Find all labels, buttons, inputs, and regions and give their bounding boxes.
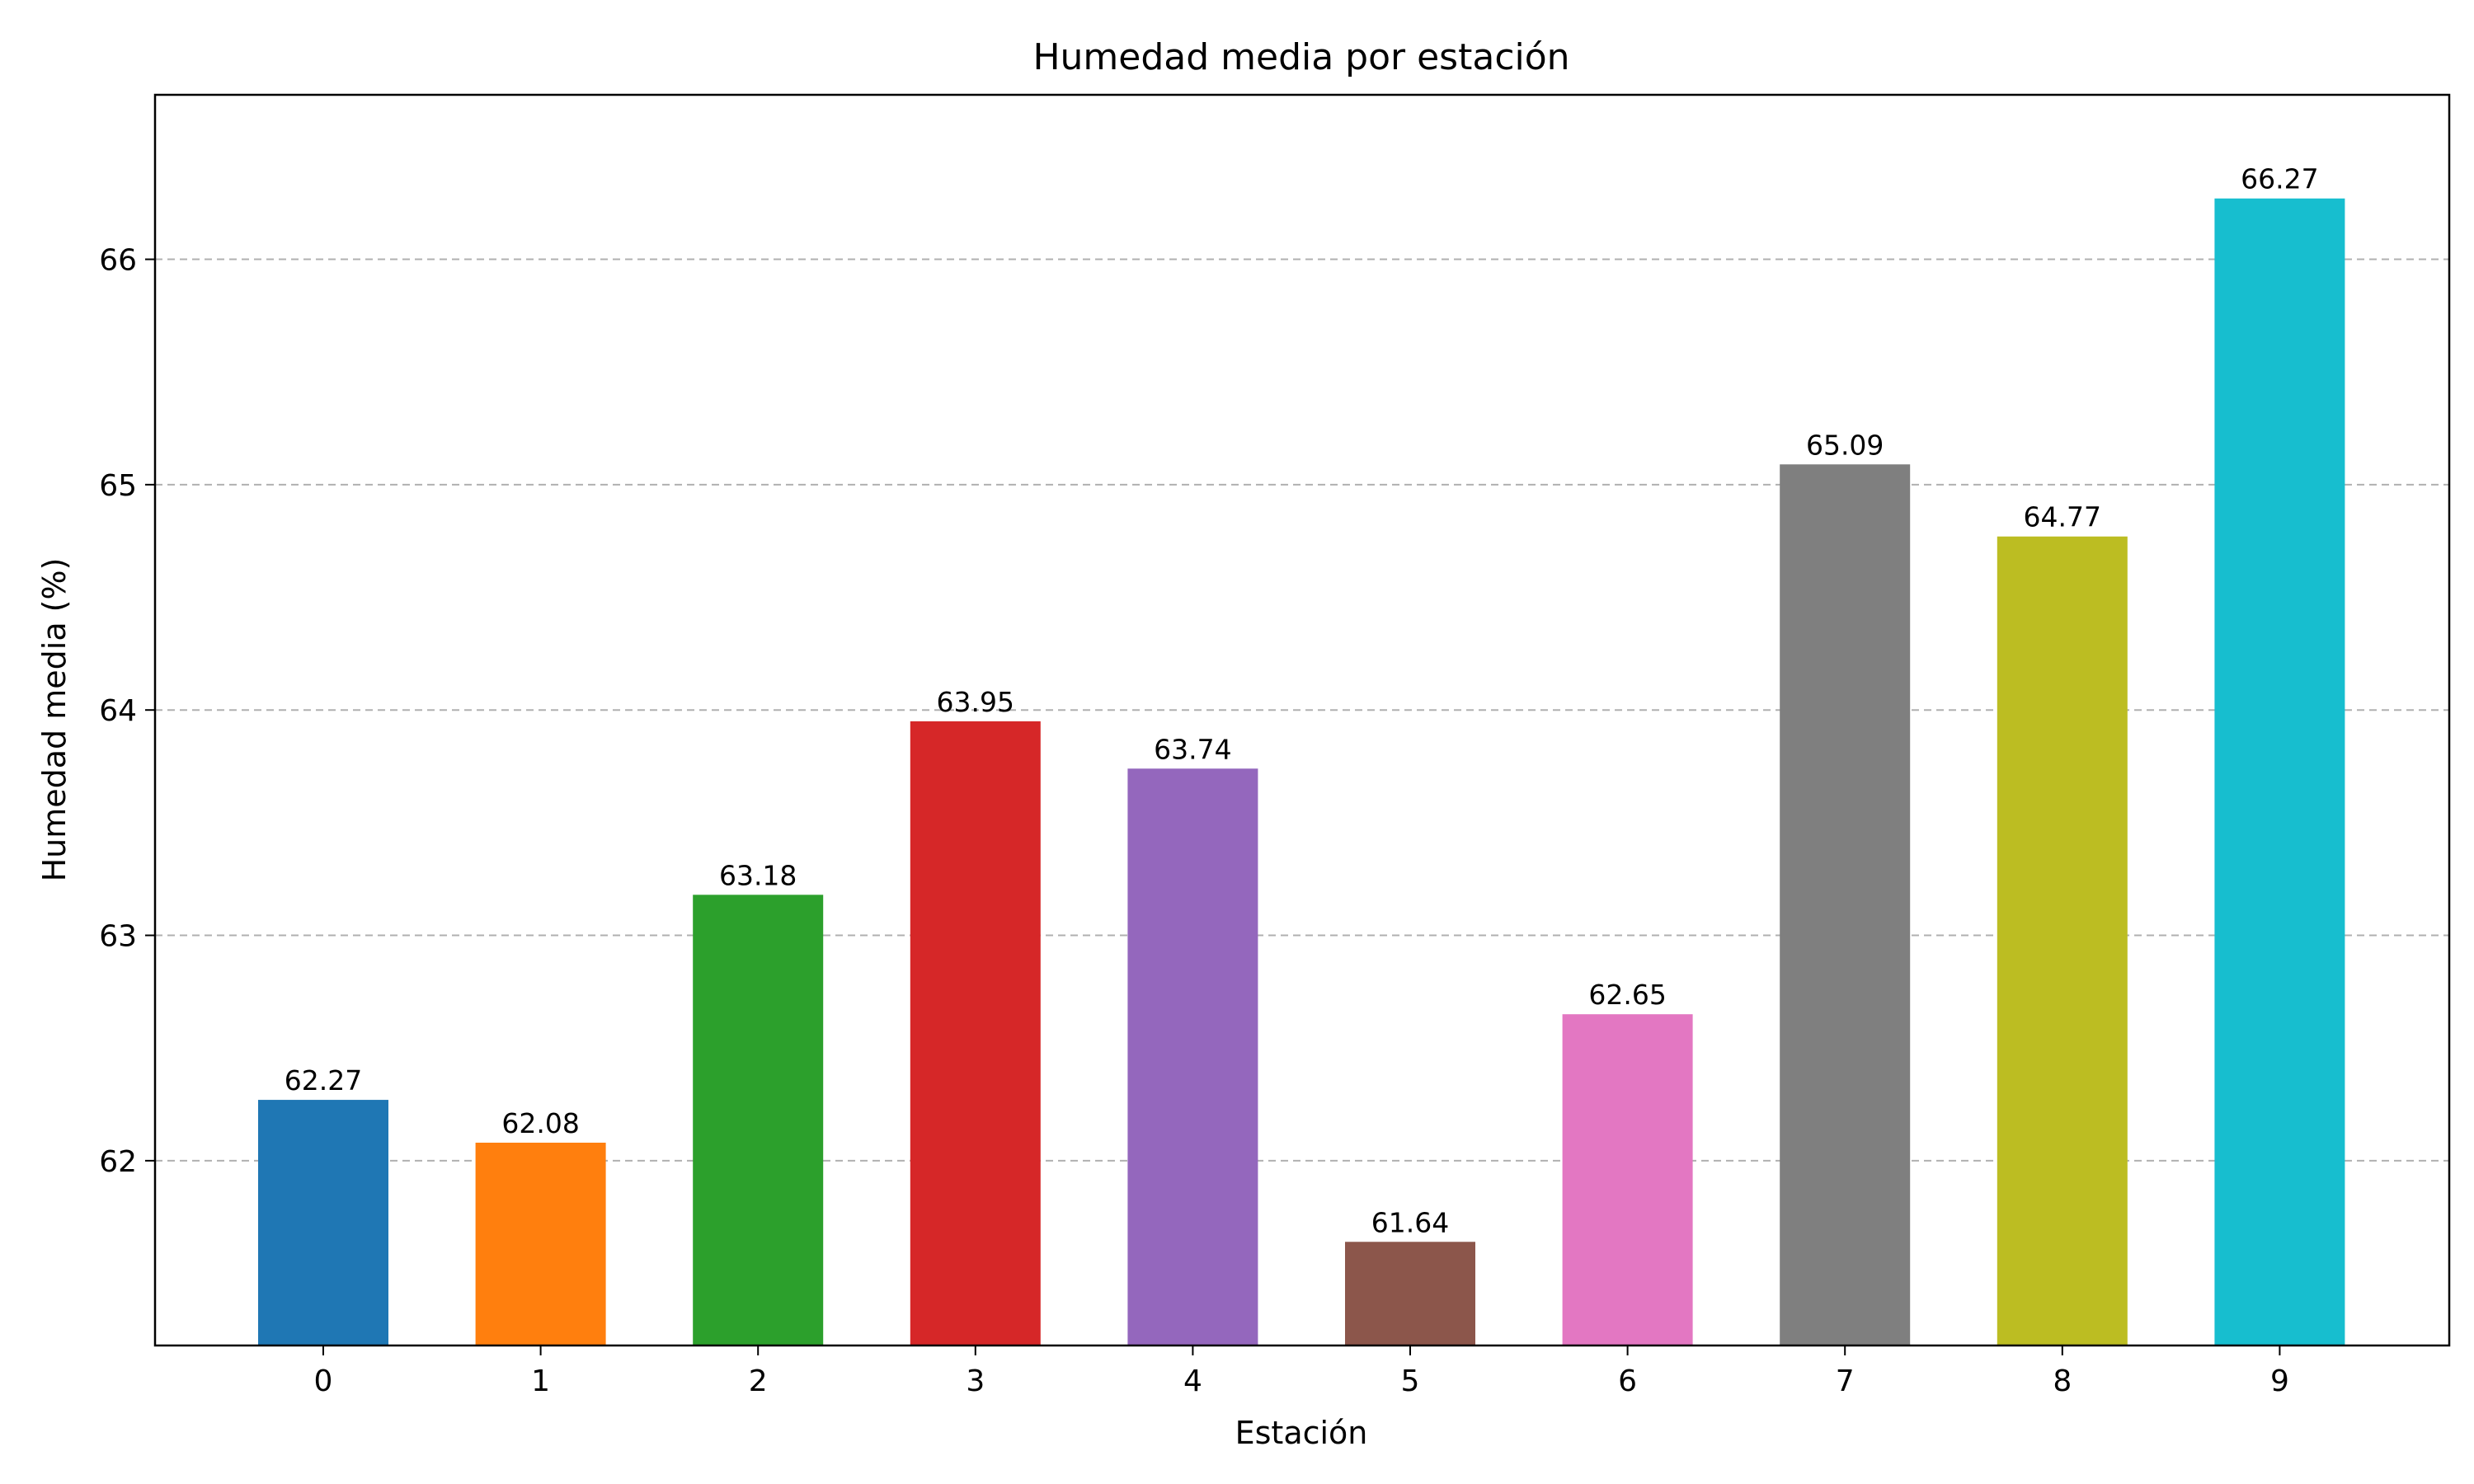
x-tick-label: 2 <box>749 1364 768 1398</box>
data-label-1: 62.08 <box>501 1107 579 1139</box>
data-label-9: 66.27 <box>2241 163 2318 195</box>
plot-area-frame <box>153 93 2451 1347</box>
bar-3 <box>910 721 1041 1345</box>
y-tick-label: 66 <box>99 244 137 278</box>
x-axis-label: Estación <box>1235 1415 1368 1451</box>
bar-5 <box>1345 1242 1475 1345</box>
bar-1 <box>475 1143 606 1345</box>
y-axis-ticks: 62 63 64 65 66 <box>99 244 155 1179</box>
data-label-3: 63.95 <box>937 686 1014 718</box>
bar-2 <box>693 895 824 1345</box>
bar-7 <box>1780 464 1911 1346</box>
y-tick-label: 63 <box>99 920 137 954</box>
data-label-6: 62.65 <box>1588 979 1666 1011</box>
data-label-0: 62.27 <box>285 1064 362 1097</box>
chart-title: Humedad media por estación <box>1032 36 1569 78</box>
y-tick-label: 62 <box>99 1145 137 1179</box>
x-tick-label: 4 <box>1183 1364 1202 1398</box>
bar-4 <box>1127 768 1258 1345</box>
y-tick-label: 65 <box>99 469 137 503</box>
x-tick-label: 9 <box>2270 1364 2289 1398</box>
data-label-2: 63.18 <box>719 859 797 891</box>
data-label-8: 64.77 <box>2024 501 2101 533</box>
data-labels: 62.27 62.08 63.18 63.95 63.74 61.64 62.65 65.09… <box>285 163 2319 1239</box>
x-tick-label: 8 <box>2053 1364 2072 1398</box>
x-tick-label: 1 <box>531 1364 550 1398</box>
y-tick-label: 64 <box>99 694 137 728</box>
data-label-7: 65.09 <box>1806 429 1884 461</box>
x-tick-label: 3 <box>966 1364 985 1398</box>
bar-0 <box>258 1100 388 1345</box>
x-tick-label: 5 <box>1401 1364 1420 1398</box>
x-tick-label: 7 <box>1836 1364 1855 1398</box>
data-label-5: 61.64 <box>1371 1206 1449 1238</box>
x-tick-label: 6 <box>1618 1364 1637 1398</box>
y-axis-label: Humedad media (%) <box>36 558 73 882</box>
data-label-4: 63.74 <box>1154 733 1231 765</box>
bar-8 <box>1997 536 2128 1345</box>
x-tick-label: 0 <box>314 1364 333 1398</box>
x-axis-ticks: 0 1 2 3 4 5 6 7 8 9 <box>314 1345 2289 1398</box>
bars <box>258 198 2345 1346</box>
bar-6 <box>1562 1014 1693 1345</box>
bar-9 <box>2214 198 2345 1345</box>
